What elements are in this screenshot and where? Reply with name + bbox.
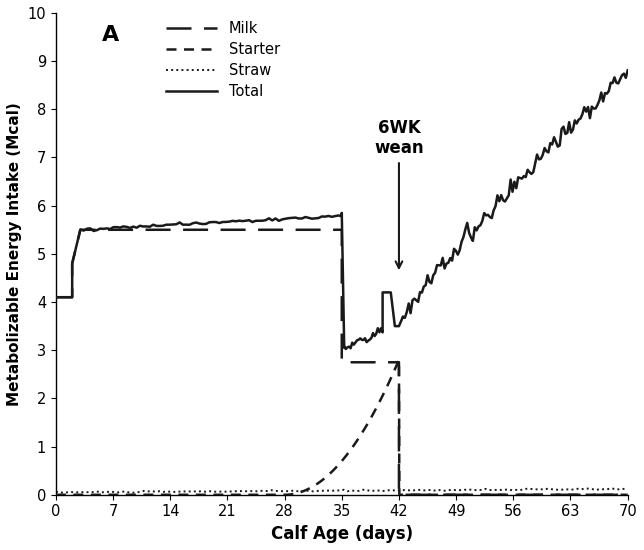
Straw	[609, 485, 616, 492]
Milk	[338, 227, 346, 233]
X-axis label: Calf Age (days): Calf Age (days)	[270, 525, 413, 543]
Starter	[323, 473, 330, 480]
Milk	[68, 260, 76, 267]
Total	[356, 335, 364, 342]
Total	[350, 342, 357, 348]
Straw	[60, 490, 68, 496]
Starter	[624, 492, 632, 498]
Milk	[68, 294, 76, 300]
Total	[537, 156, 545, 162]
Straw	[451, 487, 459, 493]
Straw	[244, 488, 252, 494]
Total	[52, 294, 60, 300]
Straw	[624, 485, 632, 492]
Milk	[77, 227, 84, 233]
Line: Straw: Straw	[56, 488, 628, 493]
Starter	[388, 372, 396, 379]
Starter	[307, 485, 314, 491]
Starter	[299, 488, 307, 494]
Milk	[395, 492, 402, 498]
Milk	[52, 294, 60, 300]
Text: A: A	[102, 25, 118, 45]
Line: Starter: Starter	[56, 360, 628, 495]
Straw	[528, 486, 536, 492]
Straw	[52, 488, 60, 495]
Straw	[282, 488, 290, 494]
Starter	[395, 356, 402, 363]
Starter	[52, 492, 60, 498]
Total	[624, 67, 632, 74]
Milk	[395, 359, 402, 366]
Total	[133, 224, 140, 231]
Line: Milk: Milk	[56, 230, 628, 495]
Straw	[378, 488, 386, 494]
Total	[509, 189, 516, 195]
Straw	[355, 488, 363, 494]
Y-axis label: Metabolizable Energy Intake (Mcal): Metabolizable Energy Intake (Mcal)	[7, 102, 22, 406]
Milk	[338, 359, 346, 366]
Starter	[395, 492, 403, 498]
Text: 6WK
wean: 6WK wean	[374, 119, 424, 268]
Starter	[290, 491, 298, 497]
Line: Total: Total	[56, 70, 628, 349]
Total	[422, 282, 430, 289]
Legend: Milk, Starter, Straw, Total: Milk, Starter, Straw, Total	[160, 15, 286, 105]
Total	[342, 346, 350, 353]
Milk	[624, 492, 632, 498]
